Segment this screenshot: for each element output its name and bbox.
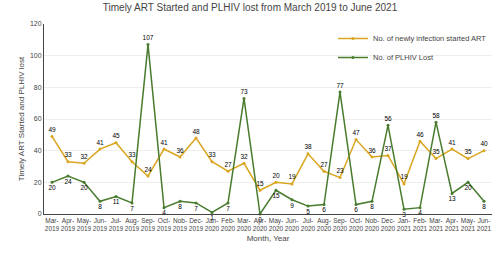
svg-text:40: 40 [480, 140, 488, 147]
svg-text:35: 35 [432, 148, 440, 155]
svg-text:36: 36 [176, 147, 184, 154]
svg-text:33: 33 [208, 151, 216, 158]
svg-text:Mar-2020: Mar-2020 [237, 217, 252, 232]
svg-text:1: 1 [210, 214, 214, 221]
svg-text:8: 8 [370, 203, 374, 210]
svg-text:Jun-2020: Jun-2020 [285, 217, 300, 232]
svg-text:27: 27 [224, 161, 232, 168]
svg-text:Oct-2019: Oct-2019 [157, 217, 172, 232]
svg-text:Apr-2021: Apr-2021 [445, 217, 460, 232]
svg-text:13: 13 [448, 195, 456, 202]
svg-text:5: 5 [306, 208, 310, 215]
svg-text:15: 15 [272, 192, 280, 199]
svg-text:Sep-2020: Sep-2020 [333, 217, 348, 232]
svg-text:May-2021: May-2021 [461, 217, 476, 232]
svg-text:9: 9 [290, 202, 294, 209]
svg-text:8: 8 [178, 203, 182, 210]
svg-text:Jan-2020: Jan-2020 [205, 217, 220, 232]
svg-text:Feb-2020: Feb-2020 [221, 217, 236, 232]
svg-text:11: 11 [113, 198, 120, 205]
svg-text:Aug-2020: Aug-2020 [317, 217, 332, 232]
svg-text:20: 20 [464, 184, 472, 191]
svg-text:8: 8 [482, 203, 486, 210]
svg-text:Jul-2020: Jul-2020 [301, 217, 316, 232]
svg-text:No. of PLHIV Lost: No. of PLHIV Lost [373, 53, 434, 62]
svg-text:May-2019: May-2019 [77, 217, 92, 232]
svg-text:4: 4 [418, 209, 422, 216]
svg-text:23: 23 [336, 167, 344, 174]
svg-text:107: 107 [143, 34, 154, 41]
svg-text:56: 56 [384, 115, 392, 122]
svg-text:20: 20 [34, 179, 42, 186]
svg-text:Apr-2020: Apr-2020 [253, 217, 268, 232]
svg-text:20: 20 [48, 184, 56, 191]
svg-text:46: 46 [416, 131, 424, 138]
svg-text:6: 6 [322, 206, 326, 213]
svg-text:7: 7 [130, 205, 134, 212]
svg-text:19: 19 [400, 173, 408, 180]
svg-text:73: 73 [240, 88, 248, 95]
svg-text:32: 32 [240, 153, 248, 160]
svg-text:6: 6 [354, 206, 358, 213]
svg-text:20: 20 [80, 184, 88, 191]
svg-text:24: 24 [64, 178, 72, 185]
svg-text:47: 47 [352, 129, 360, 136]
svg-text:Jul-2019: Jul-2019 [109, 217, 124, 232]
svg-text:33: 33 [64, 151, 72, 158]
svg-text:19: 19 [288, 173, 296, 180]
svg-text:Mar-2019: Mar-2019 [45, 217, 60, 232]
svg-text:37: 37 [384, 145, 392, 152]
svg-text:Timely ART Started and PLHIV l: Timely ART Started and PLHIV lost from M… [103, 2, 398, 13]
svg-text:Jun-2019: Jun-2019 [93, 217, 108, 232]
svg-text:Dec-2019: Dec-2019 [189, 217, 204, 232]
svg-text:Mar-2021: Mar-2021 [429, 217, 444, 232]
svg-text:40: 40 [34, 147, 42, 154]
svg-text:Feb-2021: Feb-2021 [413, 217, 428, 232]
svg-text:Apr-2019: Apr-2019 [61, 217, 76, 232]
svg-text:Nob-2020: Nob-2020 [365, 217, 380, 232]
svg-text:60: 60 [34, 115, 42, 122]
svg-text:Dec-2020: Dec-2020 [381, 217, 396, 232]
svg-text:7: 7 [194, 205, 198, 212]
svg-text:41: 41 [96, 139, 104, 146]
svg-text:No. of newly infection started: No. of newly infection started ART [373, 34, 486, 43]
svg-text:3: 3 [402, 211, 406, 218]
svg-text:27: 27 [320, 161, 328, 168]
svg-text:Aug-2019: Aug-2019 [125, 217, 140, 232]
svg-text:Oct-2020: Oct-2020 [349, 217, 364, 232]
svg-text:100: 100 [30, 52, 42, 59]
svg-text:41: 41 [160, 139, 168, 146]
svg-text:38: 38 [304, 143, 312, 150]
svg-text:Jun-2021: Jun-2021 [477, 217, 492, 232]
svg-text:Timely ART Started and PLHIV l: Timely ART Started and PLHIV lost [17, 56, 26, 181]
svg-text:45: 45 [112, 132, 120, 139]
svg-text:8: 8 [98, 203, 102, 210]
svg-text:Nob-2019: Nob-2019 [173, 217, 188, 232]
svg-text:80: 80 [34, 84, 42, 91]
svg-text:77: 77 [336, 82, 344, 89]
svg-text:41: 41 [448, 139, 456, 146]
svg-text:48: 48 [192, 128, 200, 135]
svg-text:0: 0 [38, 210, 42, 217]
svg-text:35: 35 [464, 148, 472, 155]
svg-text:Jan-2021: Jan-2021 [397, 217, 412, 232]
svg-text:49: 49 [48, 126, 56, 133]
svg-text:120: 120 [30, 20, 42, 27]
svg-text:24: 24 [144, 166, 152, 173]
svg-text:15: 15 [256, 180, 264, 187]
svg-text:20: 20 [272, 172, 280, 179]
svg-text:36: 36 [368, 147, 376, 154]
svg-text:4: 4 [162, 209, 166, 216]
svg-text:Sep-2019: Sep-2019 [141, 217, 156, 232]
svg-text:32: 32 [80, 153, 88, 160]
svg-text:0: 0 [258, 216, 262, 223]
svg-text:May-2020: May-2020 [269, 217, 284, 232]
svg-text:Month, Year: Month, Year [247, 234, 290, 243]
svg-text:58: 58 [432, 112, 440, 119]
svg-text:7: 7 [226, 205, 230, 212]
svg-text:33: 33 [128, 151, 136, 158]
